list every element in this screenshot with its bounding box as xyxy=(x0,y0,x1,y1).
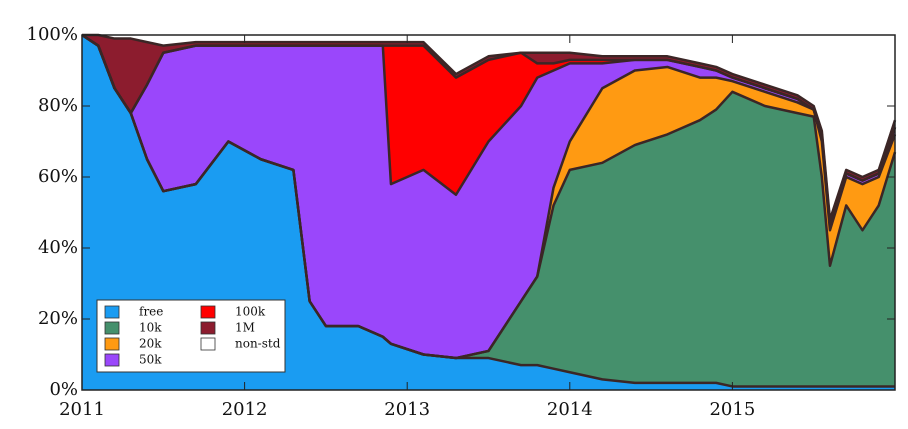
area xyxy=(82,35,895,387)
legend-label: 1M xyxy=(235,321,255,335)
legend-box xyxy=(96,299,286,373)
legend-label: 100k xyxy=(235,305,266,319)
legend-label: 10k xyxy=(139,321,162,335)
x-tick-label: 2014 xyxy=(547,399,593,420)
x-tick-label: 2012 xyxy=(222,399,268,420)
legend-swatch xyxy=(104,321,120,335)
y-tick-label: 20% xyxy=(38,308,78,329)
y-tick-label: 40% xyxy=(38,237,78,258)
area xyxy=(82,35,895,224)
legend-swatch xyxy=(200,337,216,351)
y-tick-label: 60% xyxy=(38,166,78,187)
legend-swatch xyxy=(104,353,120,367)
legend-swatch xyxy=(104,305,120,319)
area xyxy=(82,35,895,359)
x-tick-label: 2015 xyxy=(709,399,755,420)
boundary-line xyxy=(82,33,897,221)
legend-label: free xyxy=(139,305,163,319)
plot-frame xyxy=(81,34,896,391)
x-tick-label: 2013 xyxy=(384,399,430,420)
legend-swatch xyxy=(200,305,216,319)
y-tick-label: 80% xyxy=(38,95,78,116)
legend: free 10k 20k 50k 100k 1M non-std xyxy=(96,299,286,373)
area xyxy=(82,35,895,220)
y-tick-label: 0% xyxy=(49,379,78,400)
legend-label: 20k xyxy=(139,337,162,351)
legend-label: 50k xyxy=(139,353,162,367)
area xyxy=(82,35,895,359)
x-tick-label: 2011 xyxy=(59,399,105,420)
y-tick-label: 100% xyxy=(27,24,78,45)
legend-swatch xyxy=(200,321,216,335)
legend-swatch xyxy=(104,337,120,351)
legend-label: non-std xyxy=(235,337,281,351)
